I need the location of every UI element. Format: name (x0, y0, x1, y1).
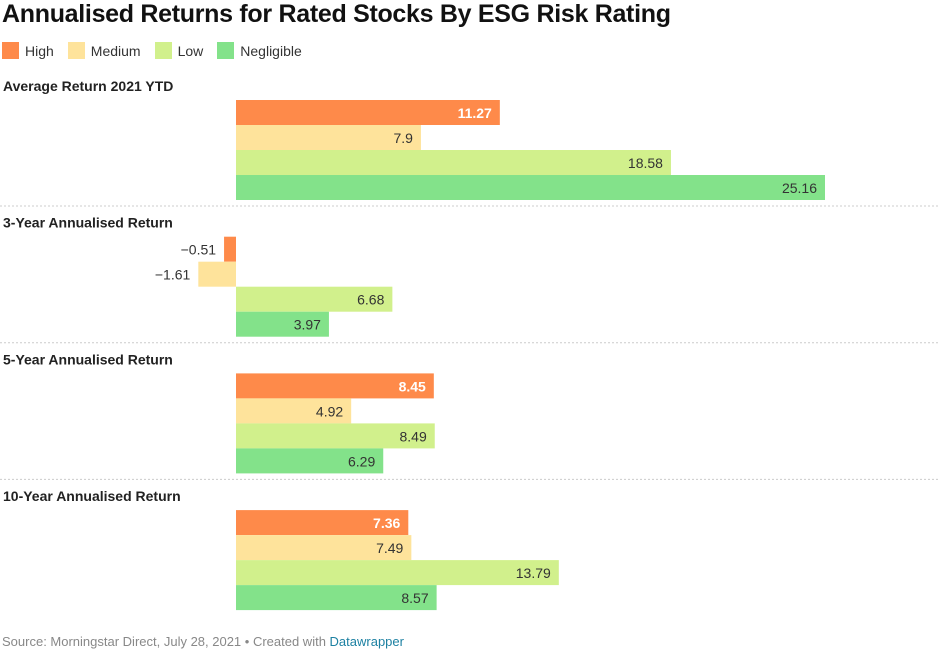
value-label: 6.29 (348, 453, 375, 469)
bar-low (236, 423, 435, 449)
legend-swatch (154, 42, 172, 59)
bar-low (236, 150, 671, 175)
value-label: 18.58 (628, 155, 663, 171)
value-label: 8.57 (401, 590, 428, 606)
bar-negligible (236, 585, 437, 611)
value-label: 13.79 (516, 565, 551, 581)
legend-label: Negligible (240, 42, 302, 59)
value-label: −1.61 (155, 267, 191, 283)
bar-negligible (236, 448, 384, 474)
value-label: −0.51 (181, 242, 217, 258)
value-label: 11.27 (458, 105, 492, 121)
group-label: Average Return 2021 YTD (3, 78, 173, 94)
group-label: 5-Year Annualised Return (3, 351, 173, 367)
bar-negligible (236, 175, 825, 200)
legend: High Medium Low Negligible (2, 42, 302, 59)
bar-high (236, 100, 500, 125)
value-label: 8.49 (400, 428, 427, 444)
bar-medium (236, 398, 352, 424)
legend-swatch (217, 42, 235, 59)
value-label: 7.36 (373, 515, 400, 531)
bar-medium (236, 535, 412, 561)
bar-negligible (236, 311, 329, 337)
value-label: 8.45 (399, 378, 426, 394)
value-label: 3.97 (294, 317, 321, 333)
legend-label: Medium (90, 42, 141, 59)
legend-item-low: Low (154, 42, 204, 59)
value-label: 4.92 (316, 403, 343, 419)
value-label: 25.16 (782, 180, 817, 196)
bar-medium (236, 125, 421, 150)
chart-title: Annualised Returns for Rated Stocks By E… (2, 0, 671, 28)
footer: Source: Morningstar Direct, July 28, 202… (2, 634, 404, 649)
value-label: 7.9 (393, 130, 413, 146)
group-label: 3-Year Annualised Return (3, 215, 173, 231)
legend-item-medium: Medium (67, 42, 141, 59)
value-label: 6.68 (357, 292, 384, 308)
legend-swatch (2, 42, 19, 59)
legend-item-high: High (2, 42, 54, 59)
legend-label: High (25, 42, 54, 59)
source-text: Source: Morningstar Direct, July 28, 202… (2, 634, 330, 649)
datawrapper-link[interactable]: Datawrapper (329, 634, 404, 649)
bar-medium (198, 261, 236, 287)
bar-low (236, 286, 393, 312)
bar-high (236, 373, 434, 399)
bar-low (236, 560, 559, 586)
bar-high (236, 510, 409, 536)
group-label: 10-Year Annualised Return (3, 488, 181, 504)
legend-item-negligible: Negligible (217, 42, 302, 59)
value-label: 7.49 (376, 540, 403, 556)
legend-label: Low (177, 42, 204, 59)
bar-high (224, 236, 236, 262)
legend-swatch (67, 42, 85, 59)
